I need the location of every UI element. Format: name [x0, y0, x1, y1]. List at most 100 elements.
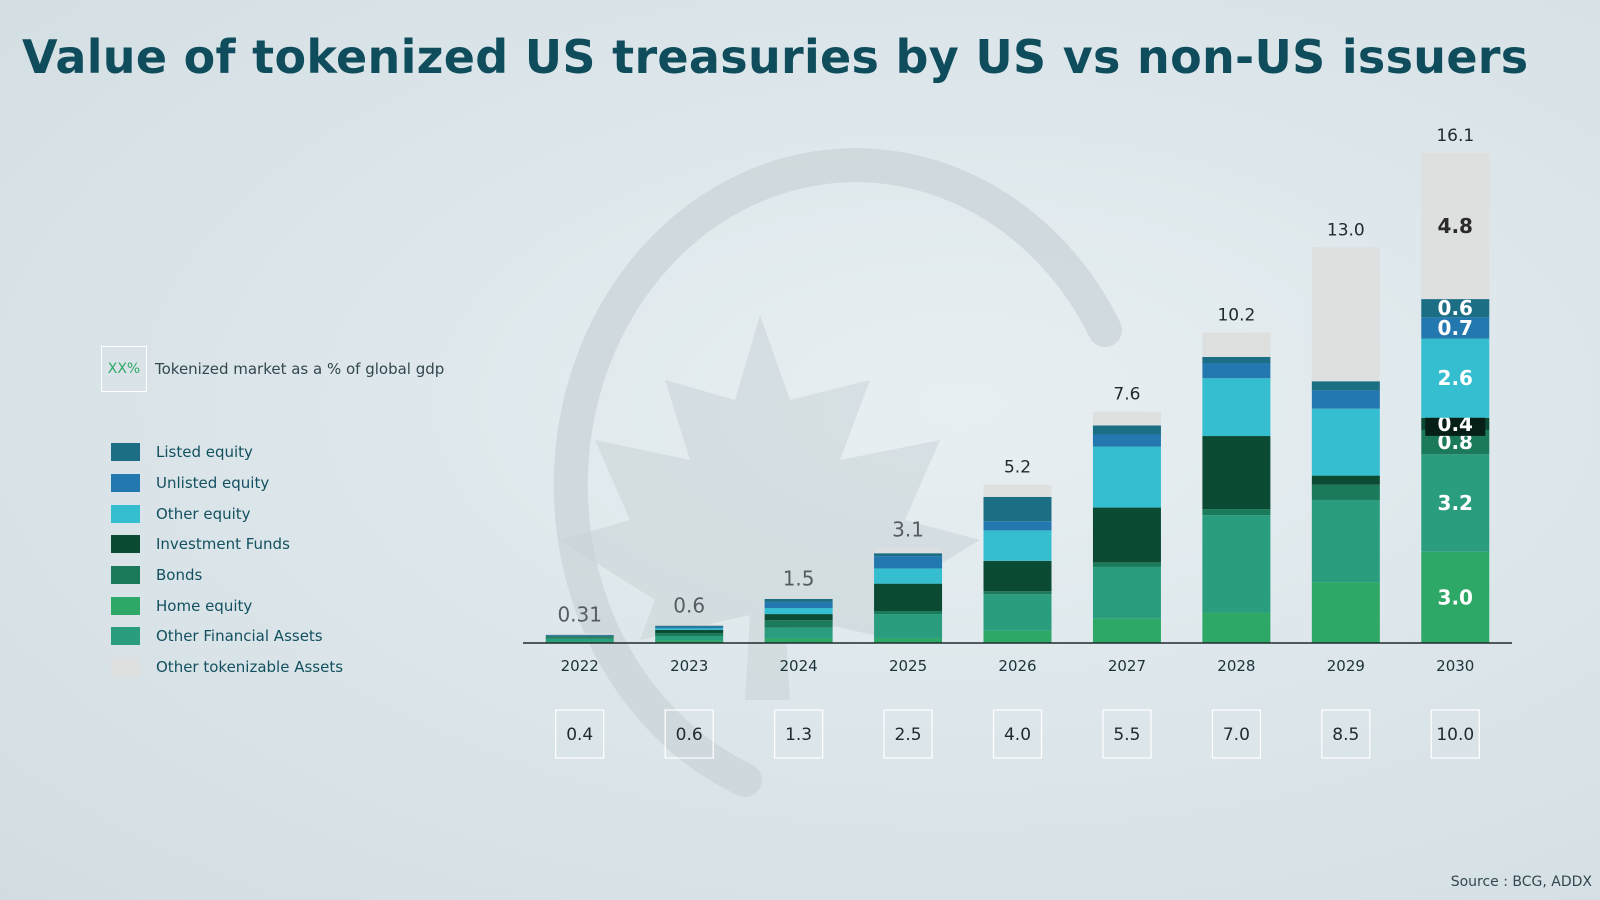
- gdp-percent-label: 0.4: [566, 725, 593, 745]
- bar-segment: [655, 626, 724, 629]
- bar-segment: [1311, 499, 1380, 583]
- gdp-percent-label: 7.0: [1223, 725, 1250, 745]
- bar-segment: [983, 630, 1052, 643]
- legend-label: Home equity: [156, 596, 253, 615]
- bar-segment: [764, 608, 833, 615]
- bar-segment: [874, 583, 943, 612]
- segment-label: 3.0: [1438, 585, 1473, 609]
- legend-swatch: [111, 474, 140, 493]
- bar-segment: [983, 594, 1052, 631]
- bar-segment: [983, 496, 1052, 522]
- gdp-percent-box: [555, 709, 605, 759]
- bar-segment: [1092, 434, 1161, 447]
- bar-segment: [1421, 454, 1490, 552]
- legend-item: Home equity: [111, 590, 343, 621]
- bar-segment: [1202, 356, 1271, 363]
- gdp-percent-label: 8.5: [1332, 725, 1359, 745]
- bar-segment: [1092, 562, 1161, 567]
- bar-segment: [983, 530, 1052, 561]
- bar-segment: [874, 611, 943, 615]
- source-note: Source : BCG, ADDX: [1450, 874, 1592, 890]
- bar-segment: [764, 598, 833, 602]
- bar-segment: [1202, 509, 1271, 516]
- bar-segment: [1311, 381, 1380, 391]
- legend-item: Other tokenizable Assets: [111, 652, 343, 683]
- bar-segment: [655, 625, 724, 627]
- x-tick-label: 2023: [670, 657, 708, 675]
- bar-segment: [764, 601, 833, 608]
- bar-segment: [545, 636, 614, 638]
- bar-total-label: 5.2: [1004, 458, 1031, 478]
- gdp-percent-label: 1.3: [785, 725, 812, 745]
- bar-segment: [874, 568, 943, 584]
- gdp-key-box: XX%: [101, 346, 147, 392]
- bar-total-label: 16.1: [1436, 126, 1474, 146]
- gdp-percent-box: [883, 709, 933, 759]
- bar-segment: [1421, 338, 1490, 418]
- bar-segment: [1092, 507, 1161, 563]
- bar-segment: [874, 614, 943, 639]
- bar-segment: [764, 627, 833, 639]
- legend-swatch: [111, 504, 140, 523]
- gdp-percent-box: [1430, 709, 1480, 759]
- legend-item: Investment Funds: [111, 529, 343, 560]
- bar-segment: [1421, 317, 1490, 339]
- legend-item: Bonds: [111, 560, 343, 591]
- bar-segment: [1202, 436, 1271, 510]
- bar-segment: [655, 628, 724, 630]
- bar-segment: [1202, 612, 1271, 643]
- bar-total-label: 0.31: [557, 603, 602, 627]
- bar-segment: [1202, 332, 1271, 357]
- gdp-key: XX% Tokenized market as a % of global gd…: [101, 346, 444, 392]
- bar-segment: [545, 637, 614, 639]
- gdp-percent-box: [664, 709, 714, 759]
- bar-segment: [1421, 299, 1490, 318]
- x-tick-label: 2024: [780, 657, 818, 675]
- bar-segment: [545, 634, 614, 636]
- bar-segment: [983, 484, 1052, 497]
- bar-segment: [655, 629, 724, 633]
- legend-item: Other Financial Assets: [111, 621, 343, 652]
- bar-segment: [1202, 378, 1271, 437]
- bar-segment: [1202, 515, 1271, 613]
- x-tick-label: 2030: [1436, 657, 1474, 675]
- gdp-percent-label: 0.6: [676, 725, 703, 745]
- bar-total-label: 0.6: [673, 594, 705, 618]
- x-tick-label: 2028: [1217, 657, 1255, 675]
- chart-legend: Listed equity Unlisted equity Other equity…: [111, 437, 343, 683]
- bar-segment: [1311, 247, 1380, 382]
- bar-segment: [1202, 363, 1271, 379]
- gdp-percent-box: [1321, 709, 1371, 759]
- gdp-key-label: Tokenized market as a % of global gdp: [155, 360, 445, 378]
- gdp-percent-label: 10.0: [1436, 725, 1474, 745]
- legend-swatch: [111, 627, 140, 646]
- bar-segment: [1311, 484, 1380, 500]
- gdp-percent-label: 2.5: [895, 725, 922, 745]
- bar-segment: [1092, 618, 1161, 643]
- legend-swatch: [111, 566, 140, 585]
- bar-segment: [764, 638, 833, 643]
- bar-segment: [1092, 566, 1161, 619]
- bar-segment: [1311, 475, 1380, 485]
- bar-total-label: 13.0: [1327, 220, 1365, 240]
- bar-segment: [545, 641, 614, 643]
- bar-segment: [1421, 153, 1490, 300]
- bar-segment: [1311, 390, 1380, 409]
- bar-total-label: 7.6: [1113, 385, 1140, 405]
- bar-segment: [545, 633, 614, 635]
- bar-segment: [655, 640, 724, 643]
- bar-segment: [1092, 446, 1161, 508]
- bar-segment: [874, 556, 943, 569]
- bar-total-label: 10.2: [1217, 306, 1255, 326]
- x-tick-label: 2029: [1327, 657, 1365, 675]
- bar-segment: [1311, 408, 1380, 476]
- bar-segment: [1092, 425, 1161, 435]
- bar-segment: [874, 638, 943, 643]
- gdp-percent-label: 4.0: [1004, 725, 1031, 745]
- gdp-percent-label: 5.5: [1113, 725, 1140, 745]
- bar-segment: [545, 635, 614, 636]
- page-title: Value of tokenized US treasuries by US v…: [22, 30, 1529, 84]
- legend-swatch: [111, 658, 140, 677]
- bar-segment: [1311, 582, 1380, 643]
- x-tick-label: 2025: [889, 657, 927, 675]
